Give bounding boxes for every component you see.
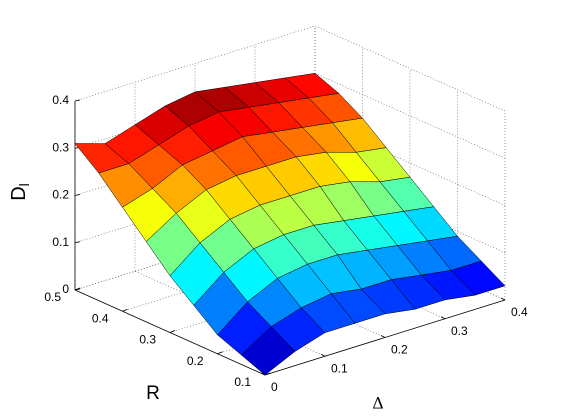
z-label-base: D bbox=[8, 186, 30, 200]
z-tick bbox=[74, 194, 81, 196]
y-tick bbox=[264, 372, 271, 376]
x-tick-label: 0.1 bbox=[331, 361, 348, 375]
y-tick-label: 0.4 bbox=[92, 311, 109, 325]
z-tick bbox=[74, 99, 81, 102]
y-tick-label: 0.1 bbox=[234, 375, 251, 389]
x-tick-label: 0.2 bbox=[391, 343, 408, 357]
y-axis-label: R bbox=[146, 383, 160, 404]
z-tick bbox=[74, 241, 81, 244]
y-tick-label: 0.2 bbox=[187, 354, 204, 368]
y-tick bbox=[217, 351, 223, 355]
y-tick-label: 0.3 bbox=[139, 333, 156, 347]
x-axis-label: Δ bbox=[372, 394, 384, 413]
x-tick-label: 0.3 bbox=[451, 324, 468, 338]
surface-patch bbox=[241, 326, 296, 376]
z-tick-label: 0.2 bbox=[52, 188, 69, 202]
z-tick-label: 0 bbox=[62, 282, 69, 296]
x-tick bbox=[320, 353, 326, 357]
x-tick bbox=[500, 297, 506, 301]
y-tick bbox=[122, 308, 128, 312]
x-tick bbox=[380, 335, 386, 338]
x-tick-label: 0.4 bbox=[511, 305, 528, 319]
z-label-subscript: l bbox=[16, 183, 32, 186]
y-tick bbox=[169, 330, 176, 333]
z-tick-label: 0.1 bbox=[52, 235, 69, 249]
z-axis-label: Dl bbox=[8, 183, 31, 201]
z-tick-label: 0.4 bbox=[52, 93, 69, 107]
y-tick-label: 0.5 bbox=[44, 290, 61, 304]
x-tick-label: 0 bbox=[271, 380, 278, 394]
x-tick bbox=[440, 316, 446, 320]
y-tick bbox=[74, 287, 81, 291]
z-tick-label: 0.3 bbox=[52, 140, 69, 154]
